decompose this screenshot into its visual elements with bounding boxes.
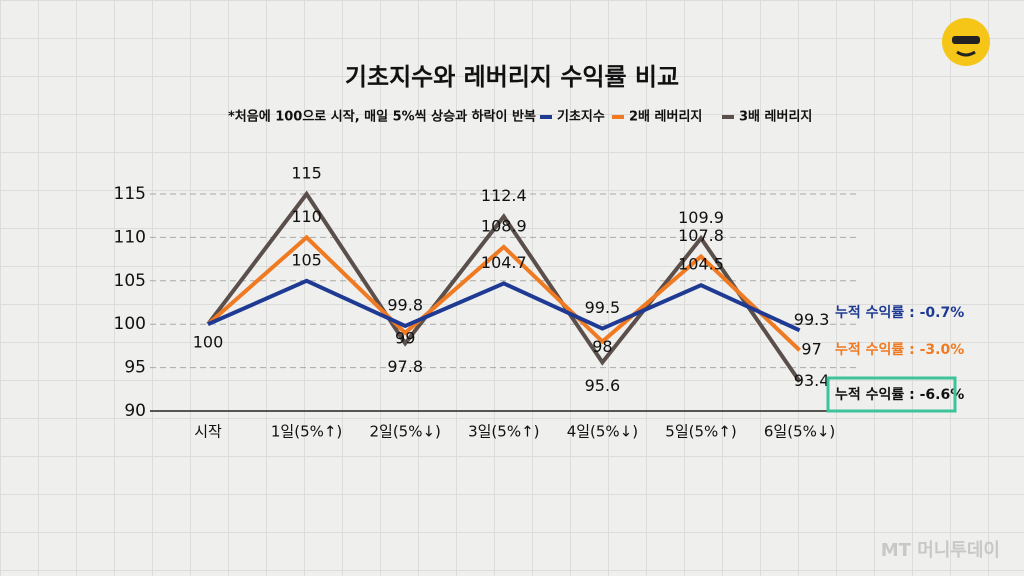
data-label: 100 (193, 333, 224, 352)
y-tick-label: 100 (114, 314, 146, 334)
series-line (206, 234, 801, 352)
x-tick-label: 3일(5%↑) (468, 423, 539, 441)
data-label: 99 (395, 328, 415, 347)
data-label: 115 (291, 164, 322, 183)
y-tick-label: 110 (114, 227, 146, 247)
y-tick-label: 105 (114, 271, 146, 291)
chart-title: 기초지수와 레버리지 수익률 비교 (345, 63, 679, 91)
annotation: 누적 수익률 : -3.0% (835, 341, 964, 358)
data-label: 99.5 (585, 298, 621, 317)
data-label: 99.8 (387, 295, 423, 314)
x-tick-label: 1일(5%↑) (271, 423, 342, 441)
legend-label: 3배 레버리지 (739, 109, 812, 125)
data-label: 104.7 (481, 253, 527, 272)
series-line (207, 278, 801, 333)
data-label: 107.8 (678, 226, 724, 245)
watermark: MT 머니투데이 (881, 540, 1000, 561)
data-label: 110 (291, 207, 322, 226)
legend-label: 기초지수 (557, 110, 605, 125)
x-tick-label: 5일(5%↑) (665, 423, 736, 441)
data-label: 97.8 (387, 357, 423, 376)
annotation: 누적 수익률 : -0.7% (835, 304, 964, 321)
data-label: 95.6 (585, 376, 621, 395)
data-label: 98 (592, 337, 612, 356)
annotation: 누적 수익률 : -6.6% (835, 386, 964, 403)
y-tick-label: 95 (124, 358, 146, 378)
data-label: 108.9 (481, 216, 527, 235)
x-tick-label: 시작 (194, 423, 222, 441)
y-tick-label: 115 (114, 184, 146, 204)
data-label: 105 (291, 250, 322, 269)
logo (942, 18, 990, 66)
x-tick-label: 2일(5%↓) (369, 423, 440, 441)
highlight-box (826, 376, 957, 413)
chart-subtitle: *처음에 100으로 시작, 매일 5%씩 상승과 하락이 반복 (228, 109, 536, 125)
y-tick-label: 90 (124, 401, 146, 421)
x-tick-label: 6일(5%↓) (764, 423, 835, 441)
data-label: 104.5 (678, 255, 724, 274)
legend-label: 2배 레버리지 (629, 109, 702, 125)
data-label: 99.3 (794, 310, 830, 329)
data-label: 109.9 (678, 208, 724, 227)
series-line (206, 190, 802, 383)
data-label: 93.4 (794, 371, 830, 390)
data-label: 97 (801, 340, 821, 359)
data-label: 112.4 (481, 186, 527, 205)
x-tick-label: 4일(5%↓) (567, 423, 638, 441)
